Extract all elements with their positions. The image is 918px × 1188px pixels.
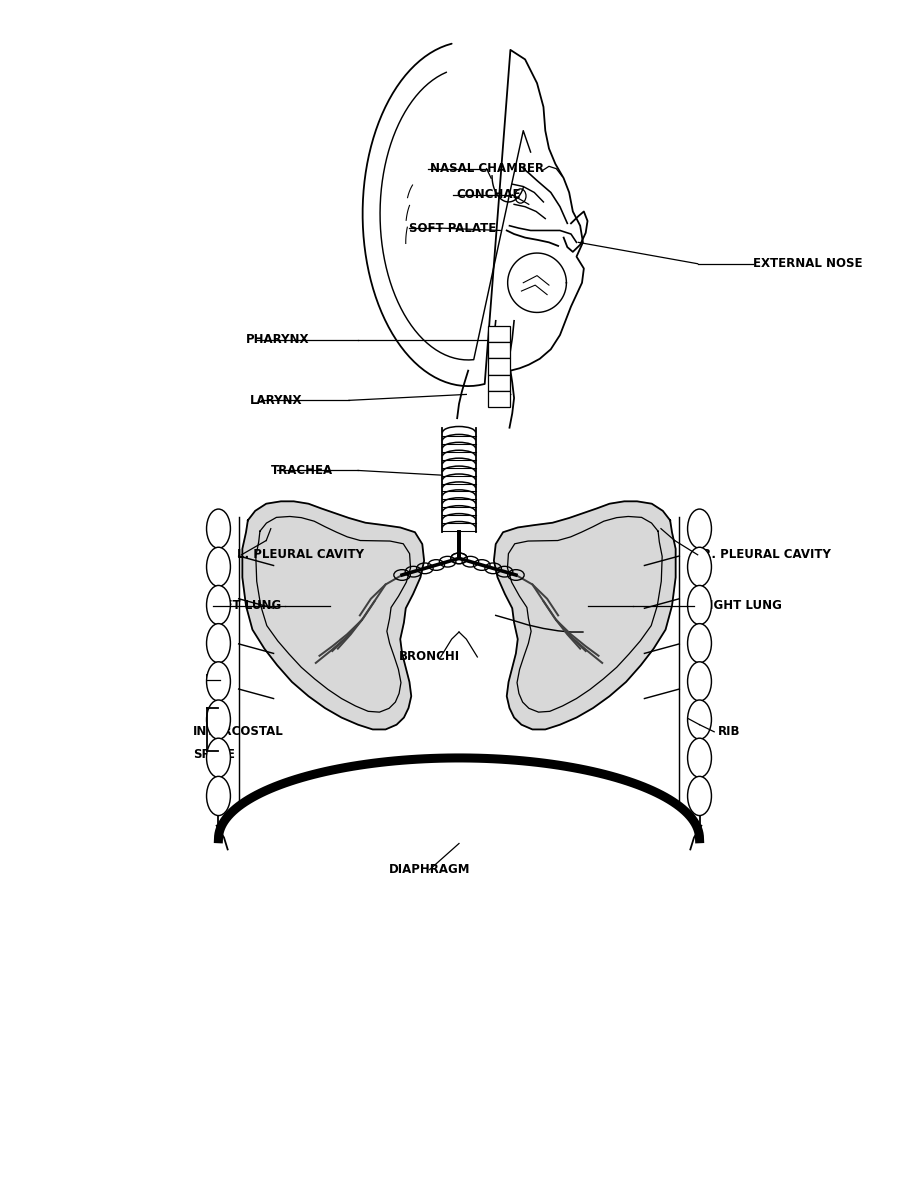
FancyBboxPatch shape — [488, 391, 510, 407]
Ellipse shape — [207, 548, 230, 587]
Ellipse shape — [207, 510, 230, 549]
Ellipse shape — [207, 700, 230, 739]
Ellipse shape — [688, 700, 711, 739]
Ellipse shape — [688, 738, 711, 777]
Text: DIAPHRAGM: DIAPHRAGM — [389, 864, 470, 876]
Ellipse shape — [207, 624, 230, 663]
Text: L. PLEURAL CAVITY: L. PLEURAL CAVITY — [237, 549, 364, 561]
Text: LEFT LUNG: LEFT LUNG — [209, 600, 282, 612]
Ellipse shape — [688, 624, 711, 663]
Text: INTERCOSTAL: INTERCOSTAL — [193, 726, 284, 738]
Text: NASAL CHAMBER: NASAL CHAMBER — [430, 163, 543, 175]
Ellipse shape — [688, 662, 711, 701]
Text: SOFT PALATE: SOFT PALATE — [409, 222, 496, 234]
Text: SPACE: SPACE — [193, 748, 235, 760]
Polygon shape — [494, 501, 676, 729]
Polygon shape — [242, 501, 424, 729]
FancyBboxPatch shape — [488, 374, 510, 391]
Text: RIB: RIB — [718, 726, 741, 738]
Ellipse shape — [207, 777, 230, 815]
Ellipse shape — [688, 548, 711, 587]
Text: R. PLEURAL CAVITY: R. PLEURAL CAVITY — [702, 549, 831, 561]
Ellipse shape — [207, 662, 230, 701]
Ellipse shape — [207, 586, 230, 625]
Ellipse shape — [207, 738, 230, 777]
FancyBboxPatch shape — [488, 359, 510, 375]
Text: PHARYNX: PHARYNX — [246, 334, 309, 346]
Text: EXTERNAL NOSE: EXTERNAL NOSE — [753, 258, 862, 270]
Text: BRONCHI: BRONCHI — [399, 651, 460, 663]
Ellipse shape — [688, 510, 711, 549]
Text: TRACHEA: TRACHEA — [271, 465, 333, 476]
Ellipse shape — [688, 586, 711, 625]
Ellipse shape — [688, 777, 711, 815]
FancyBboxPatch shape — [488, 342, 510, 359]
Text: CONCHAE: CONCHAE — [456, 189, 521, 201]
FancyBboxPatch shape — [488, 326, 510, 342]
Text: RIGHT LUNG: RIGHT LUNG — [700, 600, 781, 612]
Text: LARYNX: LARYNX — [250, 394, 302, 406]
Text: RIB: RIB — [205, 674, 228, 685]
